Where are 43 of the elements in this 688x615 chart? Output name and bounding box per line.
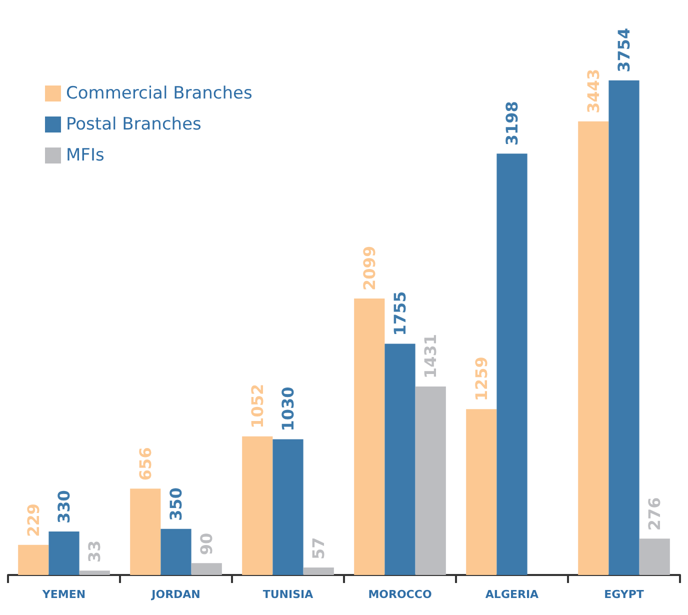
data-label: 350 xyxy=(166,487,186,521)
data-label: 330 xyxy=(54,490,74,524)
x-tick-label: TUNISIA xyxy=(262,588,314,601)
data-label: 1030 xyxy=(278,386,298,432)
data-label: 90 xyxy=(197,532,216,556)
data-label: 3443 xyxy=(584,68,603,114)
bar xyxy=(130,488,161,575)
bar xyxy=(578,121,609,575)
bar xyxy=(415,386,446,575)
bar xyxy=(303,567,334,575)
data-label: 57 xyxy=(309,537,328,560)
bar xyxy=(242,436,273,575)
bar xyxy=(272,439,304,575)
bar xyxy=(384,344,416,575)
bar xyxy=(608,80,640,575)
bar xyxy=(639,538,670,575)
bar xyxy=(18,544,49,575)
x-tick-label: JORDAN xyxy=(150,588,200,601)
data-label: 33 xyxy=(85,540,104,563)
bar xyxy=(48,532,80,575)
bar xyxy=(191,563,222,575)
legend-label: Commercial Branches xyxy=(66,84,253,104)
data-label: 3754 xyxy=(614,28,634,72)
legend-label: Postal Branches xyxy=(66,114,202,134)
data-label: 1431 xyxy=(421,334,440,378)
bar xyxy=(79,570,110,575)
data-label: 1052 xyxy=(248,384,267,428)
bar xyxy=(160,528,192,575)
bar xyxy=(354,298,385,575)
data-label: 1259 xyxy=(472,356,491,402)
data-label: 656 xyxy=(136,447,155,481)
data-label: 1755 xyxy=(390,291,410,336)
data-label: 276 xyxy=(645,497,664,531)
data-label: 3198 xyxy=(502,101,522,146)
data-label: 2099 xyxy=(360,246,379,290)
x-tick-label: MOROCCO xyxy=(368,588,432,601)
bar xyxy=(496,154,528,575)
x-tick-label: ALGERIA xyxy=(485,588,540,601)
x-tick-label: EGYPT xyxy=(604,588,644,601)
bar xyxy=(466,409,497,575)
legend-label: MFIs xyxy=(66,146,104,166)
x-tick-label: YEMEN xyxy=(41,588,86,601)
data-label: 229 xyxy=(24,503,43,537)
